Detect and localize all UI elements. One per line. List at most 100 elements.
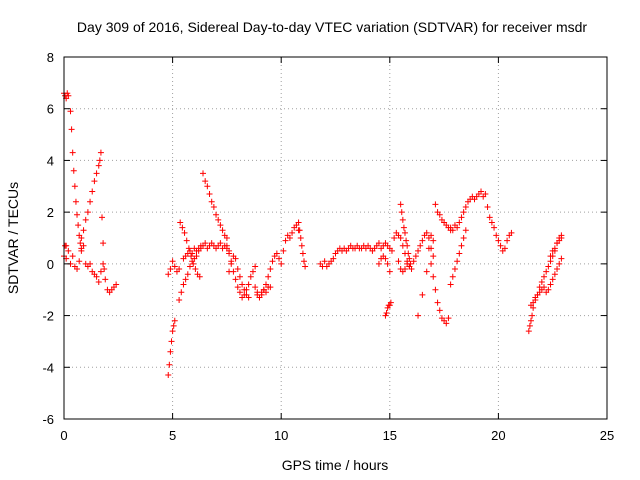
data-point xyxy=(486,214,493,221)
data-point xyxy=(64,90,71,97)
data-point xyxy=(301,258,308,265)
series-seg-d6 xyxy=(484,203,515,254)
data-point xyxy=(252,263,259,270)
data-point xyxy=(68,126,75,133)
data-point xyxy=(382,312,389,319)
series-seg-a2 xyxy=(67,108,85,254)
data-point xyxy=(508,229,515,236)
data-point xyxy=(434,299,441,306)
data-point xyxy=(296,227,303,234)
x-tick-label: 20 xyxy=(491,428,505,443)
data-point xyxy=(168,338,175,345)
data-point xyxy=(82,216,89,223)
data-point xyxy=(551,245,558,252)
x-tick-label: 0 xyxy=(60,428,67,443)
data-point xyxy=(196,273,203,280)
data-point xyxy=(179,224,186,231)
data-point xyxy=(436,211,443,218)
data-point xyxy=(278,260,285,267)
data-point xyxy=(400,224,407,231)
data-point xyxy=(526,322,533,329)
data-point xyxy=(84,209,91,216)
data-point xyxy=(478,188,485,195)
data-point xyxy=(449,273,456,280)
data-point xyxy=(460,209,467,216)
series-seg-a3 xyxy=(78,149,104,241)
y-tick-label: 0 xyxy=(47,257,54,272)
data-point xyxy=(204,183,211,190)
data-point xyxy=(167,266,174,273)
data-point xyxy=(402,266,409,273)
data-point xyxy=(484,203,491,210)
data-point xyxy=(384,260,391,267)
data-point xyxy=(245,294,252,301)
data-point xyxy=(280,247,287,254)
data-point xyxy=(410,258,417,265)
series-seg-d5 xyxy=(447,227,469,288)
data-point xyxy=(551,271,558,278)
data-point xyxy=(236,289,243,296)
data-point xyxy=(208,198,215,205)
data-point xyxy=(99,214,106,221)
data-point xyxy=(185,245,192,252)
x-tick-label: 25 xyxy=(600,428,614,443)
data-point xyxy=(247,273,254,280)
data-point xyxy=(101,266,108,273)
data-point xyxy=(232,276,239,283)
data-point xyxy=(549,276,556,283)
data-point xyxy=(404,242,411,249)
data-point xyxy=(529,312,536,319)
data-point xyxy=(95,162,102,169)
data-point xyxy=(239,281,246,288)
data-point xyxy=(286,235,293,241)
data-point xyxy=(387,299,394,306)
data-point xyxy=(91,178,98,185)
series-seg-b9 xyxy=(252,222,302,301)
data-point xyxy=(171,317,178,324)
plot-frame xyxy=(63,56,608,420)
data-point xyxy=(210,203,217,210)
data-point xyxy=(443,320,450,327)
series-seg-c5 xyxy=(397,201,414,267)
data-point xyxy=(298,242,305,249)
data-point xyxy=(273,250,280,257)
data-point xyxy=(406,263,413,270)
series-seg-d1 xyxy=(415,232,437,319)
y-tick-label: 8 xyxy=(47,50,54,65)
series-seg-b6 xyxy=(200,170,230,241)
data-point xyxy=(406,255,413,262)
y-tick-labels: -6 -4 -2 0 2 4 6 8 xyxy=(42,50,54,427)
data-point xyxy=(541,273,548,280)
data-point xyxy=(525,328,532,335)
data-point xyxy=(236,273,243,280)
data-point xyxy=(87,260,94,267)
data-point xyxy=(547,281,554,288)
series-seg-b10 xyxy=(254,284,274,301)
data-point xyxy=(415,312,422,319)
data-point xyxy=(558,235,565,241)
data-point xyxy=(200,170,207,177)
data-point xyxy=(462,203,469,210)
data-point xyxy=(417,242,424,249)
data-point xyxy=(504,237,511,244)
data-point xyxy=(74,266,81,273)
data-point xyxy=(223,235,230,241)
data-point xyxy=(177,219,184,226)
data-point xyxy=(252,284,259,291)
data-point xyxy=(226,268,233,275)
chart-title: Day 309 of 2016, Sidereal Day-to-day VTE… xyxy=(77,19,587,35)
data-point xyxy=(497,242,504,249)
data-point xyxy=(217,222,224,229)
data-point xyxy=(100,240,107,247)
data-point xyxy=(289,229,296,236)
x-tick-label: 10 xyxy=(274,428,288,443)
data-point xyxy=(176,266,183,273)
data-point xyxy=(170,322,177,329)
data-point xyxy=(299,250,306,257)
data-point xyxy=(96,157,103,164)
data-point xyxy=(530,299,537,306)
data-point xyxy=(541,284,548,291)
data-point xyxy=(382,255,389,262)
series-seg-c3 xyxy=(382,299,394,319)
data-point xyxy=(415,247,422,254)
